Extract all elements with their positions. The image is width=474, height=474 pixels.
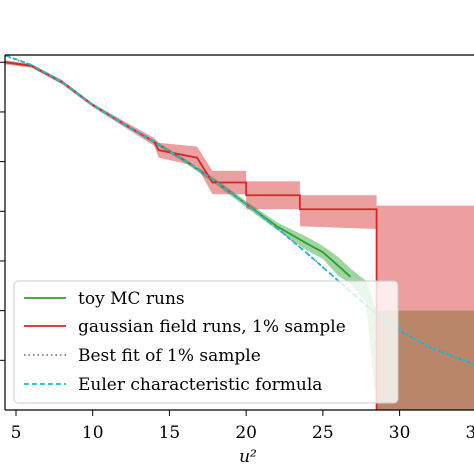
legend-label: Euler characteristic formula: [78, 375, 322, 395]
x-tick-label: 20: [235, 423, 257, 443]
x-axis-label: u²: [239, 447, 257, 467]
x-tick-label: 30: [389, 423, 411, 443]
x-tick-label: 25: [312, 423, 334, 443]
legend-label: gaussian field runs, 1% sample: [78, 317, 346, 337]
legend: toy MC runs gaussian field runs, 1% sampl…: [13, 280, 399, 404]
legend-label: Best fit of 1% sample: [78, 346, 261, 366]
x-tick-label: 15: [159, 423, 181, 443]
x-tick-label: 10: [82, 423, 104, 443]
error-band: [5, 61, 474, 410]
legend-label: toy MC runs: [78, 289, 185, 309]
x-tick-label: 5: [11, 423, 22, 443]
error-band: [5, 60, 474, 410]
x-tick-label: 35: [466, 423, 474, 443]
legend-box: [13, 280, 399, 404]
series-line: [5, 55, 474, 366]
plot-area: [5, 55, 474, 410]
